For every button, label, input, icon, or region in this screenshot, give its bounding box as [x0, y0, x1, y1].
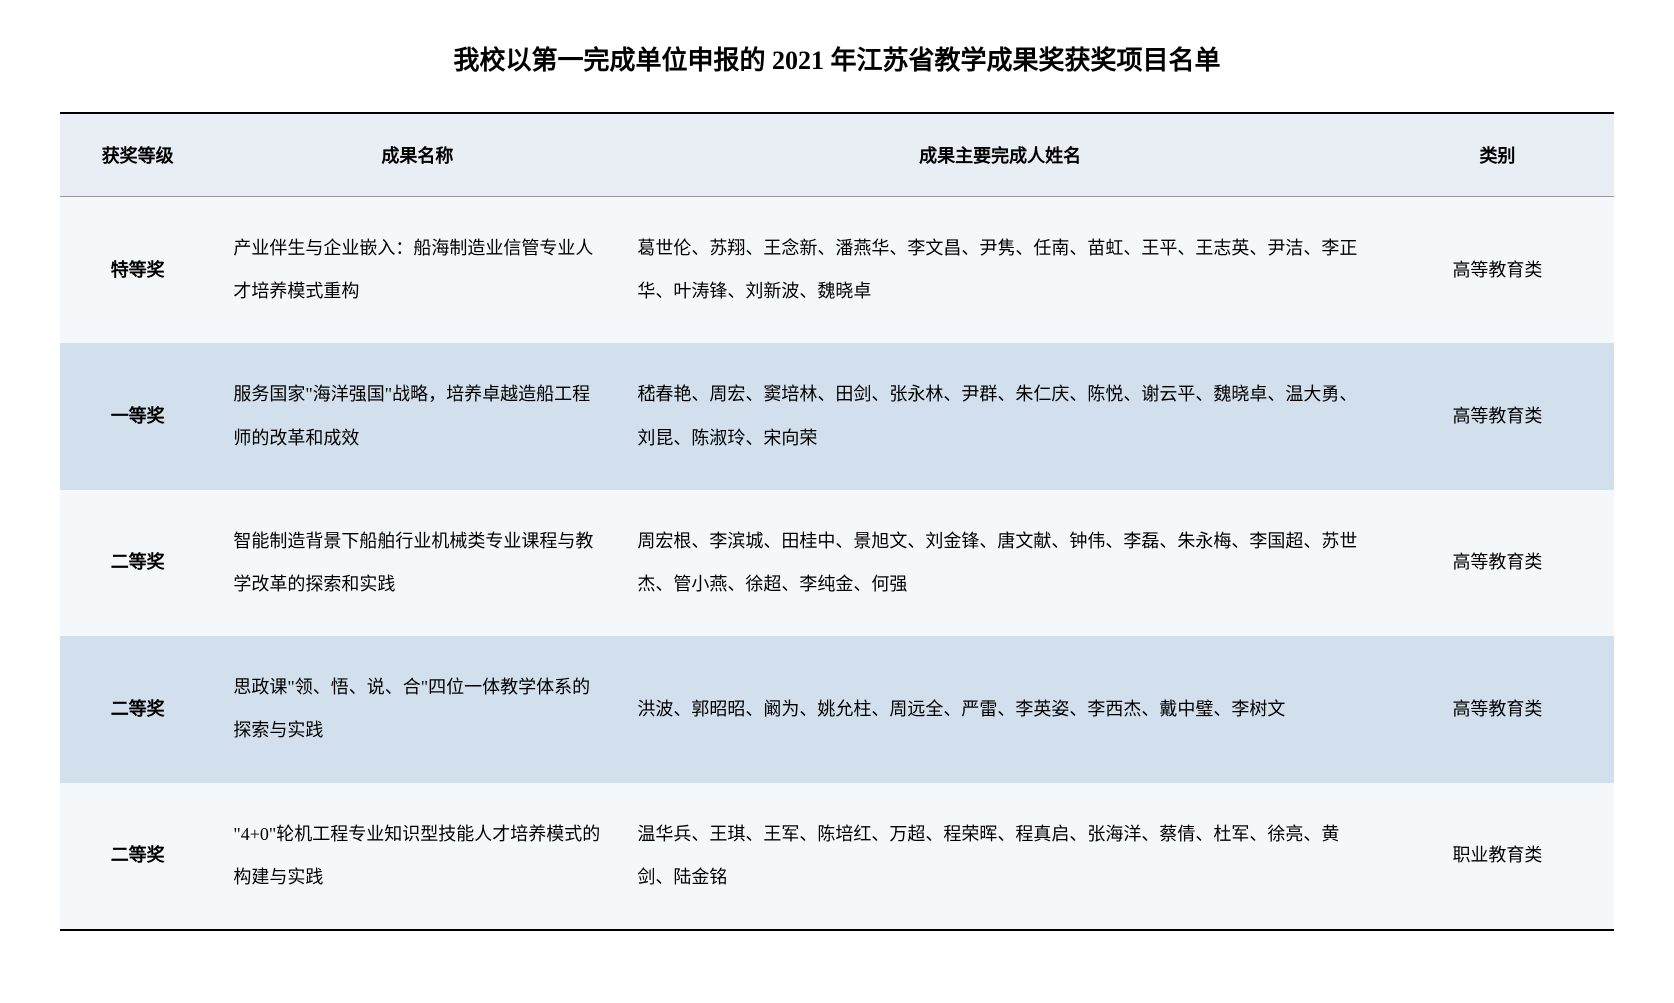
cell-people: 嵇春艳、周宏、窦培林、田剑、张永林、尹群、朱仁庆、陈悦、谢云平、魏晓卓、温大勇、…	[619, 343, 1380, 489]
cell-people: 温华兵、王琪、王军、陈培红、万超、程荣晖、程真启、张海洋、蔡倩、杜军、徐亮、黄剑…	[619, 783, 1380, 930]
cell-level: 二等奖	[60, 783, 215, 930]
table-row: 一等奖 服务国家"海洋强国"战略，培养卓越造船工程师的改革和成效 嵇春艳、周宏、…	[60, 343, 1614, 489]
cell-name: 智能制造背景下船舶行业机械类专业课程与教学改革的探索和实践	[215, 490, 619, 636]
header-people: 成果主要完成人姓名	[619, 113, 1380, 197]
table-row: 二等奖 智能制造背景下船舶行业机械类专业课程与教学改革的探索和实践 周宏根、李滨…	[60, 490, 1614, 636]
cell-category: 高等教育类	[1381, 197, 1614, 344]
table-header-row: 获奖等级 成果名称 成果主要完成人姓名 类别	[60, 113, 1614, 197]
cell-name: 思政课"领、悟、说、合"四位一体教学体系的探索与实践	[215, 636, 619, 782]
cell-name: 服务国家"海洋强国"战略，培养卓越造船工程师的改革和成效	[215, 343, 619, 489]
cell-category: 职业教育类	[1381, 783, 1614, 930]
table-row: 二等奖 思政课"领、悟、说、合"四位一体教学体系的探索与实践 洪波、郭昭昭、阚为…	[60, 636, 1614, 782]
cell-people: 洪波、郭昭昭、阚为、姚允柱、周远全、严雷、李英姿、李西杰、戴中璧、李树文	[619, 636, 1380, 782]
header-name: 成果名称	[215, 113, 619, 197]
header-category: 类别	[1381, 113, 1614, 197]
cell-level: 二等奖	[60, 636, 215, 782]
cell-category: 高等教育类	[1381, 490, 1614, 636]
cell-level: 二等奖	[60, 490, 215, 636]
awards-table: 获奖等级 成果名称 成果主要完成人姓名 类别 特等奖 产业伴生与企业嵌入：船海制…	[60, 112, 1614, 931]
table-row: 特等奖 产业伴生与企业嵌入：船海制造业信管专业人才培养模式重构 葛世伦、苏翔、王…	[60, 197, 1614, 344]
cell-level: 一等奖	[60, 343, 215, 489]
header-level: 获奖等级	[60, 113, 215, 197]
cell-category: 高等教育类	[1381, 343, 1614, 489]
cell-people: 周宏根、李滨城、田桂中、景旭文、刘金锋、唐文献、钟伟、李磊、朱永梅、李国超、苏世…	[619, 490, 1380, 636]
cell-people: 葛世伦、苏翔、王念新、潘燕华、李文昌、尹隽、任南、苗虹、王平、王志英、尹洁、李正…	[619, 197, 1380, 344]
table-row: 二等奖 "4+0"轮机工程专业知识型技能人才培养模式的构建与实践 温华兵、王琪、…	[60, 783, 1614, 930]
cell-name: "4+0"轮机工程专业知识型技能人才培养模式的构建与实践	[215, 783, 619, 930]
cell-level: 特等奖	[60, 197, 215, 344]
cell-name: 产业伴生与企业嵌入：船海制造业信管专业人才培养模式重构	[215, 197, 619, 344]
page-title: 我校以第一完成单位申报的 2021 年江苏省教学成果奖获奖项目名单	[60, 40, 1614, 77]
cell-category: 高等教育类	[1381, 636, 1614, 782]
